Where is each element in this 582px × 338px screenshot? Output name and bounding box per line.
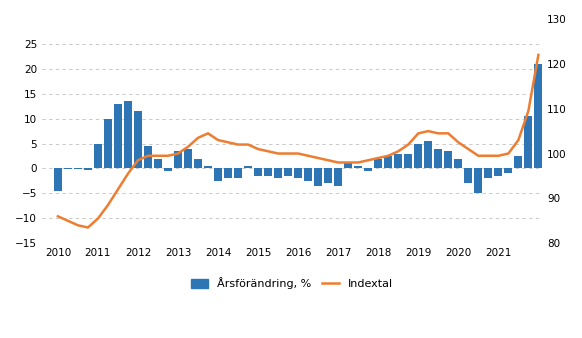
Bar bbox=[494, 168, 502, 176]
Bar bbox=[455, 159, 462, 168]
Bar bbox=[84, 168, 92, 170]
Bar bbox=[64, 168, 72, 169]
Bar bbox=[324, 168, 332, 184]
Bar bbox=[184, 148, 192, 168]
Bar bbox=[114, 104, 122, 168]
Bar bbox=[424, 141, 432, 168]
Bar bbox=[384, 156, 392, 168]
Bar bbox=[474, 168, 482, 193]
Bar bbox=[514, 156, 523, 168]
Bar bbox=[354, 166, 362, 168]
Bar bbox=[505, 168, 512, 173]
Bar bbox=[144, 146, 152, 168]
Bar bbox=[334, 168, 342, 186]
Bar bbox=[254, 168, 262, 176]
Bar bbox=[464, 168, 473, 184]
Bar bbox=[174, 151, 182, 168]
Bar bbox=[214, 168, 222, 181]
Bar bbox=[234, 168, 242, 178]
Bar bbox=[274, 168, 282, 178]
Bar bbox=[284, 168, 292, 176]
Bar bbox=[524, 116, 533, 168]
Bar bbox=[104, 119, 112, 168]
Bar bbox=[194, 159, 202, 168]
Bar bbox=[224, 168, 232, 178]
Bar bbox=[304, 168, 312, 181]
Bar bbox=[484, 168, 492, 178]
Bar bbox=[74, 168, 82, 169]
Bar bbox=[244, 166, 252, 168]
Bar bbox=[294, 168, 302, 178]
Bar bbox=[94, 144, 102, 168]
Bar bbox=[204, 166, 212, 168]
Bar bbox=[264, 168, 272, 176]
Bar bbox=[154, 159, 162, 168]
Bar bbox=[444, 151, 452, 168]
Legend: Årsförändring, %, Indextal: Årsförändring, %, Indextal bbox=[187, 273, 398, 294]
Bar bbox=[54, 168, 62, 191]
Bar bbox=[414, 144, 423, 168]
Bar bbox=[434, 148, 442, 168]
Bar bbox=[124, 101, 132, 168]
Bar bbox=[164, 168, 172, 171]
Bar bbox=[364, 168, 372, 171]
Bar bbox=[534, 64, 542, 168]
Bar bbox=[374, 159, 382, 168]
Bar bbox=[344, 164, 352, 168]
Bar bbox=[314, 168, 322, 186]
Bar bbox=[394, 153, 402, 168]
Bar bbox=[404, 153, 412, 168]
Bar bbox=[134, 111, 142, 168]
